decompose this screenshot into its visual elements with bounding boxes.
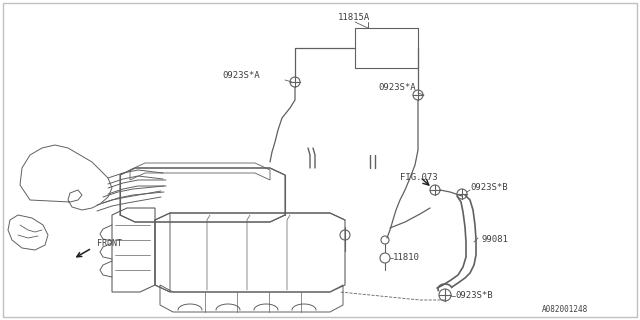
Text: 0923S*A: 0923S*A xyxy=(378,84,415,92)
Text: 0923S*B: 0923S*B xyxy=(455,292,493,300)
Text: 0923S*B: 0923S*B xyxy=(470,183,508,193)
Text: FIG.073: FIG.073 xyxy=(400,173,438,182)
Text: A082001248: A082001248 xyxy=(542,306,588,315)
Text: 11815A: 11815A xyxy=(338,13,371,22)
Text: 11810: 11810 xyxy=(393,253,420,262)
Text: FRONT: FRONT xyxy=(97,239,122,249)
Text: 99081: 99081 xyxy=(482,236,509,244)
Text: 0923S*A: 0923S*A xyxy=(222,70,260,79)
